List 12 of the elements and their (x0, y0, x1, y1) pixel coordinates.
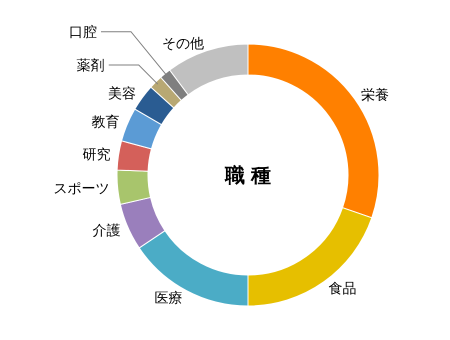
slice-label: 医療 (154, 290, 183, 306)
slice-label: 口腔 (68, 24, 97, 40)
slice-label: 教育 (92, 113, 120, 130)
slice-label: スポーツ (54, 180, 110, 196)
slice-label: 研究 (82, 146, 111, 162)
slice-label: 栄養 (361, 86, 390, 102)
slice-label: 介護 (92, 222, 120, 238)
slice-label: 美容 (108, 84, 136, 101)
slice-label: 薬剤 (76, 57, 105, 74)
slice-label: その他 (162, 35, 204, 52)
text: 職 種 (224, 164, 271, 187)
slice-label: 食品 (328, 280, 357, 296)
